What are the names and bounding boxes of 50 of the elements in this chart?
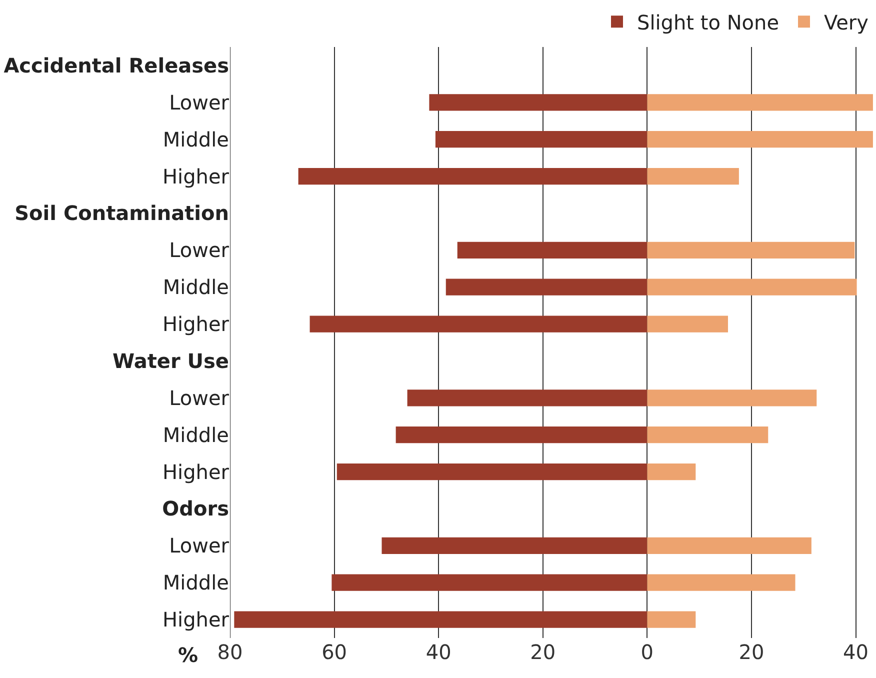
bar [446,278,648,296]
x-tick-label: 40 [426,640,452,664]
bar [457,242,648,258]
y-tick-label: Higher [162,460,230,484]
x-tick-label: 60 [322,640,348,664]
x-axis-title: % [178,643,198,667]
bar [647,316,728,332]
bar [647,94,873,111]
y-tick-label: Lower [169,386,230,410]
bar [407,390,648,406]
bar [298,168,648,185]
y-tick-label: Lower [169,534,230,558]
bar [647,278,857,296]
x-tick-label: 20 [530,640,556,664]
bar [647,168,739,185]
bar [234,611,648,628]
bar [647,537,812,554]
bar [647,131,873,148]
bar [336,463,648,480]
y-tick-label: Middle [162,127,229,152]
y-tick-label: Higher [162,164,230,188]
bar [382,537,648,554]
y-tick-label: Water Use [112,348,229,373]
bar [647,390,817,406]
bar [332,574,648,591]
bar [647,242,855,258]
y-tick-label: Accidental Releases [4,53,229,78]
bar [396,426,648,444]
x-tick-label: 80 [217,640,243,664]
x-tick-label: 40 [843,640,868,664]
bar [647,463,696,480]
bar [647,426,768,444]
y-tick-label: Odors [162,496,229,521]
bar [435,131,648,148]
bar [647,611,696,628]
x-tick-label: 0 [640,640,654,664]
legend-label: Slight to None [637,10,779,34]
legend-label: Very [824,10,869,34]
bar [647,574,796,591]
y-tick-label: Higher [162,608,230,632]
y-tick-label: Middle [162,570,229,595]
y-tick-label: Middle [162,275,229,300]
bar [429,94,648,111]
y-tick-label: Lower [169,238,230,262]
y-tick-label: Lower [169,90,230,114]
bar [310,316,648,332]
x-tick-label: 20 [738,640,764,664]
y-tick-label: Higher [162,312,230,336]
y-tick-label: Soil Contamination [14,201,229,226]
y-tick-label: Middle [162,422,229,447]
